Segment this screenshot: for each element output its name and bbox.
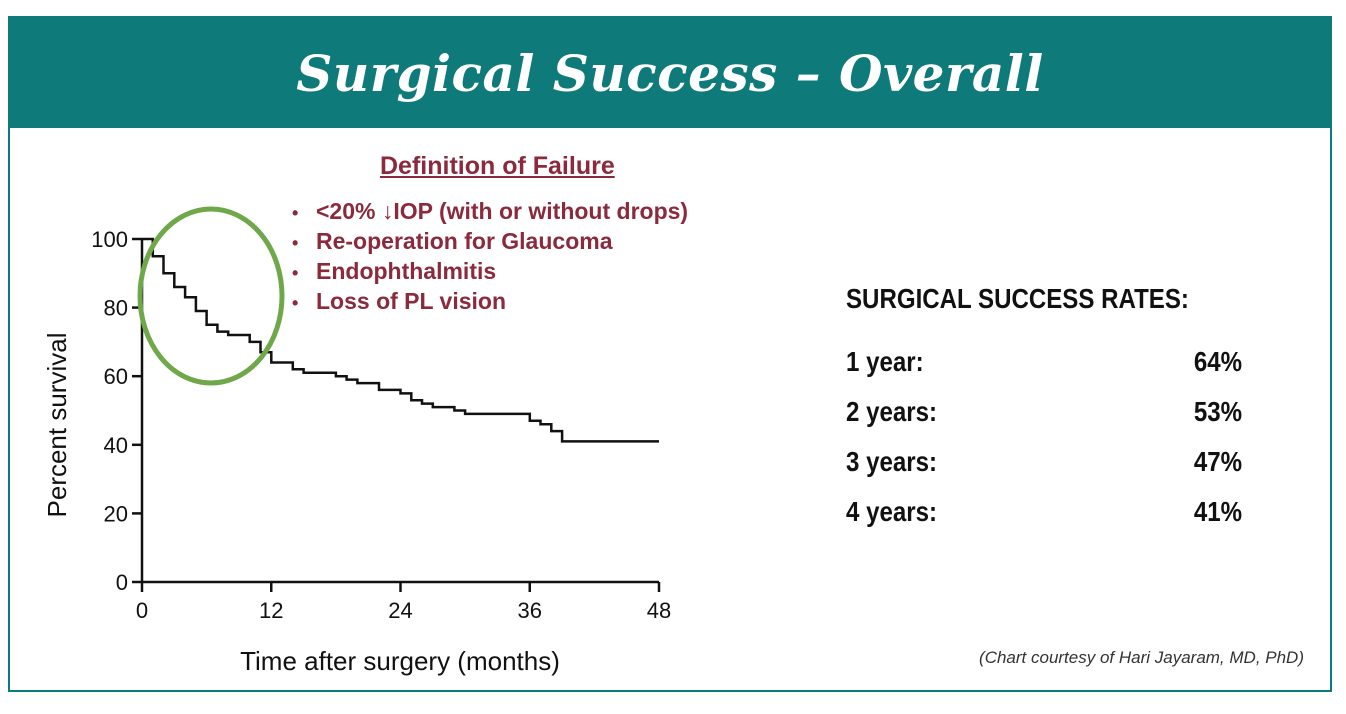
failure-criteria-list: • <20% ↓IOP (with or without drops) • Re-o… <box>292 197 688 317</box>
rate-value: 47% <box>1193 446 1242 477</box>
y-tick-label: 100 <box>91 227 128 252</box>
rate-label: 2 years: <box>846 396 938 427</box>
y-tick-label: 80 <box>104 296 128 321</box>
rate-row: 4 years: 41% <box>846 487 1242 537</box>
rate-row: 1 year: 64% <box>846 337 1242 387</box>
y-tick-label: 0 <box>116 570 128 595</box>
x-tick-label: 24 <box>388 598 412 623</box>
x-tick-label: 12 <box>259 598 283 623</box>
rates-title: SURGICAL SUCCESS RATES: <box>846 283 1189 314</box>
x-tick-label: 36 <box>518 598 542 623</box>
y-tick-label: 60 <box>104 364 128 389</box>
success-rates-panel: SURGICAL SUCCESS RATES: 1 year: 64% 2 ye… <box>846 283 1242 537</box>
definition-title: Definition of Failure <box>380 152 615 180</box>
rate-value: 41% <box>1193 496 1242 527</box>
y-axis-label: Percent survival <box>42 333 72 518</box>
criteria-item: • <20% ↓IOP (with or without drops) <box>292 198 689 224</box>
x-axis-label: Time after surgery (months) <box>240 646 560 676</box>
rate-label: 4 years: <box>846 496 938 527</box>
y-tick-label: 40 <box>104 433 128 458</box>
criteria-item: • Endophthalmitis <box>292 258 497 284</box>
criteria-item: • Re-operation for Glaucoma <box>292 228 613 254</box>
rate-row: 2 years: 53% <box>846 387 1242 437</box>
rate-value: 53% <box>1193 396 1242 427</box>
slide-frame: Surgical Success – Overall <box>8 16 1332 692</box>
criteria-item: • Loss of PL vision <box>292 288 506 314</box>
survival-series-line <box>142 237 659 443</box>
chart-credit: (Chart courtesy of Hari Jayaram, MD, PhD… <box>979 648 1304 667</box>
rate-value: 64% <box>1193 346 1242 377</box>
y-tick-label: 20 <box>104 501 128 526</box>
rate-label: 3 years: <box>846 446 938 477</box>
highlight-ellipse <box>137 206 285 386</box>
header-bar: Surgical Success – Overall <box>10 18 1330 128</box>
slide-title: Surgical Success – Overall <box>296 43 1044 103</box>
x-tick-label: 48 <box>647 598 671 623</box>
rate-label: 1 year: <box>846 346 924 377</box>
rate-row: 3 years: 47% <box>846 437 1242 487</box>
x-tick-label: 0 <box>136 598 148 623</box>
